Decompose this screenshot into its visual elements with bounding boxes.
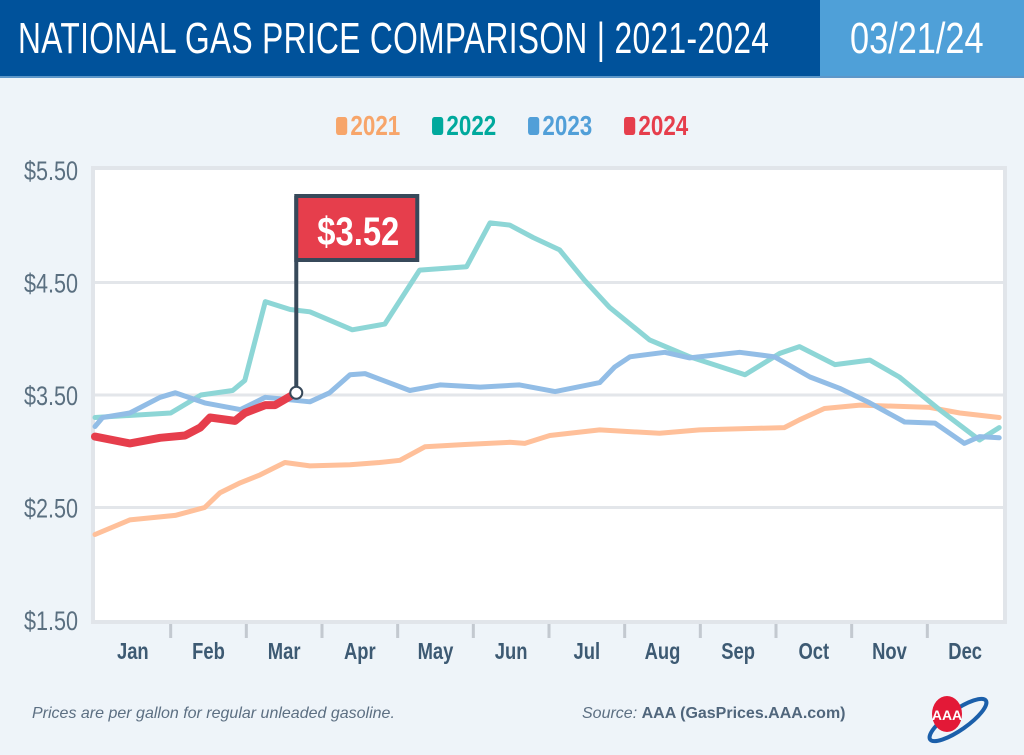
x-tick-label: Apr [344, 639, 376, 664]
x-tick-label: Feb [192, 639, 225, 664]
x-tick-label: Jun [495, 639, 528, 664]
svg-text:AAA: AAA [932, 707, 962, 723]
annotation-label: $3.52 [317, 209, 399, 254]
x-tick-label: Oct [799, 639, 830, 664]
y-tick-label: $1.50 [24, 607, 78, 637]
legend-label: 2024 [638, 110, 689, 141]
footnote: Prices are per gallon for regular unlead… [32, 705, 395, 722]
source-credit: Source: AAA (GasPrices.AAA.com) [582, 705, 846, 723]
title-bar [0, 0, 820, 76]
legend-label: 2021 [350, 110, 401, 141]
x-tick-label: Sep [721, 639, 755, 664]
legend-item-2023: 2023 [527, 110, 593, 142]
y-tick-label: $4.50 [24, 269, 78, 299]
x-tick-label: Nov [872, 639, 907, 664]
legend-item-2024: 2024 [623, 110, 689, 142]
y-tick-label: $5.50 [24, 157, 78, 187]
source-label: Source: [582, 705, 638, 722]
date-label: 03/21/24 [850, 14, 984, 63]
legend-label: 2022 [446, 110, 497, 141]
annotation-flag [294, 194, 420, 262]
x-tick-label: Mar [268, 639, 301, 664]
source-name: AAA (GasPrices.AAA.com) [641, 705, 846, 722]
x-tick-label: Aug [645, 639, 681, 664]
legend: 2021 2022 2023 2024 [0, 110, 1024, 142]
x-tick-label: Jul [574, 639, 601, 664]
series-line-2023 [92, 349, 1002, 446]
x-tick-label: Dec [948, 639, 982, 664]
x-tick-label: Jan [117, 639, 149, 664]
x-tick-label: May [418, 639, 454, 664]
legend-label: 2023 [542, 110, 593, 141]
header-divider [0, 76, 1024, 78]
chart-title: NATIONAL GAS PRICE COMPARISON | 2021-202… [18, 14, 770, 63]
annotation-point [289, 385, 304, 400]
legend-swatch [335, 117, 347, 135]
legend-item-2022: 2022 [431, 110, 497, 142]
series-line-2022 [92, 220, 1002, 443]
aaa-logo: AAA [927, 696, 989, 744]
series-line-2021 [92, 402, 1002, 537]
legend-swatch [431, 117, 444, 135]
series-line-2024 [91, 388, 301, 448]
y-tick-label: $2.50 [24, 494, 78, 524]
y-tick-label: $3.50 [24, 382, 78, 412]
date-box [820, 0, 1024, 76]
legend-swatch [623, 117, 636, 135]
legend-item-2021: 2021 [335, 110, 401, 142]
legend-swatch [527, 117, 540, 135]
